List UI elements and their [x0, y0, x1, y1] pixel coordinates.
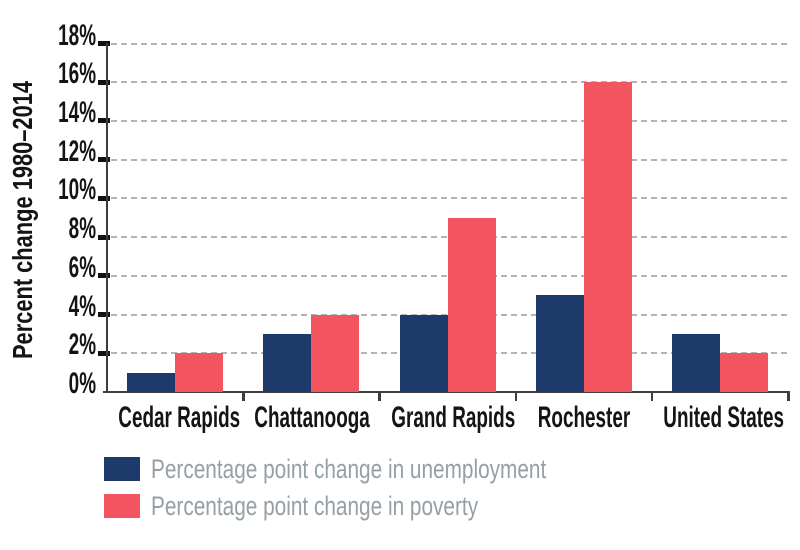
x-axis-tick [514, 392, 518, 401]
y-axis-tick-2 [98, 350, 110, 356]
y-axis-line [106, 43, 108, 392]
bar-rochester-unemployment [535, 295, 584, 392]
x-axis-tick [378, 392, 381, 401]
gridline-16 [111, 81, 789, 84]
bar-cedar-rapids-poverty [175, 353, 224, 392]
y-axis-label-2: 2% [68, 328, 96, 362]
legend-item-poverty: Percentage point change in poverty [104, 490, 576, 521]
x-axis-tick [242, 392, 245, 401]
y-axis-label-6: 6% [68, 250, 96, 284]
y-axis-tick-8 [98, 234, 110, 240]
legend-swatch-poverty [104, 494, 140, 518]
x-axis-label-united-states: United States [663, 401, 784, 434]
x-axis-label-grand-rapids: Grand Rapids [390, 401, 515, 434]
y-axis-label-16: 16% [58, 57, 96, 91]
x-axis-tick [650, 392, 654, 401]
y-axis-tick-4 [98, 312, 110, 318]
bar-united-states-poverty [719, 353, 768, 392]
bar-united-states-unemployment [671, 333, 720, 392]
y-axis-tick-6 [98, 273, 110, 279]
y-axis-label-0: 0% [68, 367, 96, 400]
y-axis-label-4: 4% [68, 289, 96, 323]
y-axis-label-14: 14% [58, 95, 96, 129]
gridline-10 [111, 197, 789, 200]
legend-label-poverty: Percentage point change in poverty [151, 490, 479, 521]
y-axis-label-12: 12% [58, 134, 96, 168]
bar-chattanooga-unemployment [263, 333, 312, 392]
gridline-14 [111, 119, 789, 122]
gridline-18 [111, 42, 789, 45]
y-axis-label-8: 8% [68, 212, 96, 246]
x-axis-tick [787, 392, 790, 401]
y-axis-tick-16 [98, 79, 110, 85]
x-axis-label-chattanooga: Chattanooga [254, 401, 371, 434]
y-axis-label-10: 10% [58, 173, 96, 207]
y-axis-label-18: 18% [58, 18, 96, 52]
bar-cedar-rapids-unemployment [127, 372, 176, 392]
bar-grand-rapids-poverty [447, 217, 496, 392]
x-axis-label-cedar-rapids: Cedar Rapids [118, 401, 241, 434]
bar-rochester-poverty [583, 82, 632, 392]
legend-label-unemployment: Percentage point change in unemployment [151, 453, 547, 484]
x-axis-label-rochester: Rochester [537, 401, 630, 434]
bar-chattanooga-poverty [311, 314, 360, 392]
y-axis-tick-12 [98, 157, 110, 163]
gridline-12 [111, 158, 789, 161]
y-axis-tick-10 [98, 195, 110, 201]
bar-grand-rapids-unemployment [399, 314, 448, 392]
y-axis-tick-18 [98, 41, 110, 46]
legend-swatch-unemployment [104, 457, 140, 481]
legend-item-unemployment: Percentage point change in unemployment [104, 453, 664, 484]
y-axis-tick-14 [98, 118, 110, 124]
